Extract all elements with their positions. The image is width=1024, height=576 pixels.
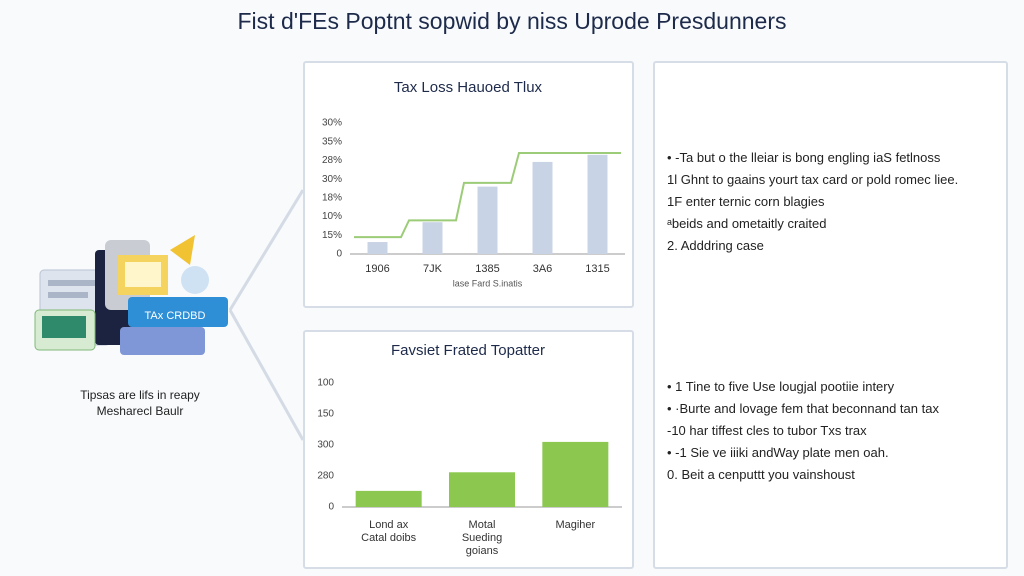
- x-tick-label: 3A6: [532, 263, 553, 275]
- x-tick-label: Lond ax Catal doibs: [361, 519, 417, 544]
- chart-panel: Tax Loss Hauoed Tlux 0 15% 10% 18% 30% 28% 35% 3…: [303, 61, 634, 308]
- bar: [367, 242, 388, 254]
- x-tick-label: 1385: [475, 263, 500, 275]
- note-line: • 1 Tine to five Use lougjal pootiie int…: [667, 379, 895, 394]
- chart-panel: Favsiet Frated Topatter 0 280 300 150 100 Lond…: [303, 330, 634, 569]
- chart: Tax Loss Hauoed Tlux 0 15% 10% 18% 30% 28% 35% 3…: [322, 79, 625, 288]
- bar: [587, 154, 608, 254]
- y-tick-label: 0: [328, 502, 334, 513]
- y-tick-label: 15%: [322, 230, 342, 241]
- note-line: • -1 Sie ve iiiki andWay plate men oah.: [667, 445, 889, 460]
- y-tick-label: 280: [317, 471, 334, 482]
- note-line: • -Ta but o the lleiar is bong engling i…: [667, 150, 941, 165]
- x-axis-label: lase Fard S.inatis: [453, 278, 523, 288]
- y-tick-label: 18%: [322, 192, 342, 203]
- notes-bottom: • 1 Tine to five Use lougjal pootiie int…: [667, 379, 939, 489]
- notes-panel: • -Ta but o the lleiar is bong engling i…: [653, 61, 1008, 569]
- bar: [542, 441, 609, 507]
- x-tick-label: Motal Sueding goians: [461, 519, 503, 557]
- y-tick-label: 28%: [322, 155, 342, 166]
- connectors: TAx CRDBD: [34, 189, 305, 441]
- x-tick-label: Magiher: [555, 519, 596, 531]
- bar: [355, 490, 422, 507]
- tag-label: TAx CRDBD: [145, 310, 206, 322]
- bar: [449, 472, 515, 507]
- x-tick-label: 7JK: [423, 263, 442, 275]
- note-line: 1F enter ternic corn blagies: [667, 194, 825, 209]
- y-tick-label: 30%: [322, 118, 342, 129]
- line: [354, 151, 621, 239]
- bar: [422, 222, 443, 254]
- x-tick-label: 1906: [365, 263, 390, 275]
- y-tick-label: 150: [317, 409, 334, 420]
- y-tick-label: 0: [336, 249, 342, 260]
- note-line: 2. Adddring case: [667, 238, 764, 253]
- bar: [477, 186, 498, 254]
- note-line: -10 har tiffest cles to tubor Txs trax: [667, 423, 867, 438]
- note-line: 0. Beit a cenputtt you vainshoust: [667, 467, 855, 482]
- chart-title: Favsiet Frated Topatter: [391, 342, 545, 359]
- x-tick-label: 1315: [585, 263, 610, 275]
- y-tick-label: 35%: [322, 136, 342, 147]
- page-title: Fist d'FEs Poptnt sopwid by niss Uprode …: [237, 8, 787, 34]
- y-tick-label: 100: [317, 378, 334, 389]
- note-line: • ·Burte and lovage fem that beconnand t…: [667, 401, 939, 416]
- note-line: ᵃbeids and ometaitly craited: [667, 216, 827, 231]
- bar: [532, 161, 553, 254]
- illustration-caption: Tipsas are lifs in reapy Mesharecl Baulr: [80, 388, 200, 418]
- chart: Favsiet Frated Topatter 0 280 300 150 100: [317, 342, 622, 513]
- note-line: 1l Ghnt to gaains yourt tax card or pold…: [667, 172, 959, 187]
- notes-top: • -Ta but o the lleiar is bong engling i…: [667, 150, 958, 260]
- y-tick-label: 300: [317, 440, 334, 451]
- y-tick-label: 30%: [322, 174, 342, 185]
- chart-title: Tax Loss Hauoed Tlux: [394, 79, 543, 96]
- y-tick-label: 10%: [322, 211, 342, 222]
